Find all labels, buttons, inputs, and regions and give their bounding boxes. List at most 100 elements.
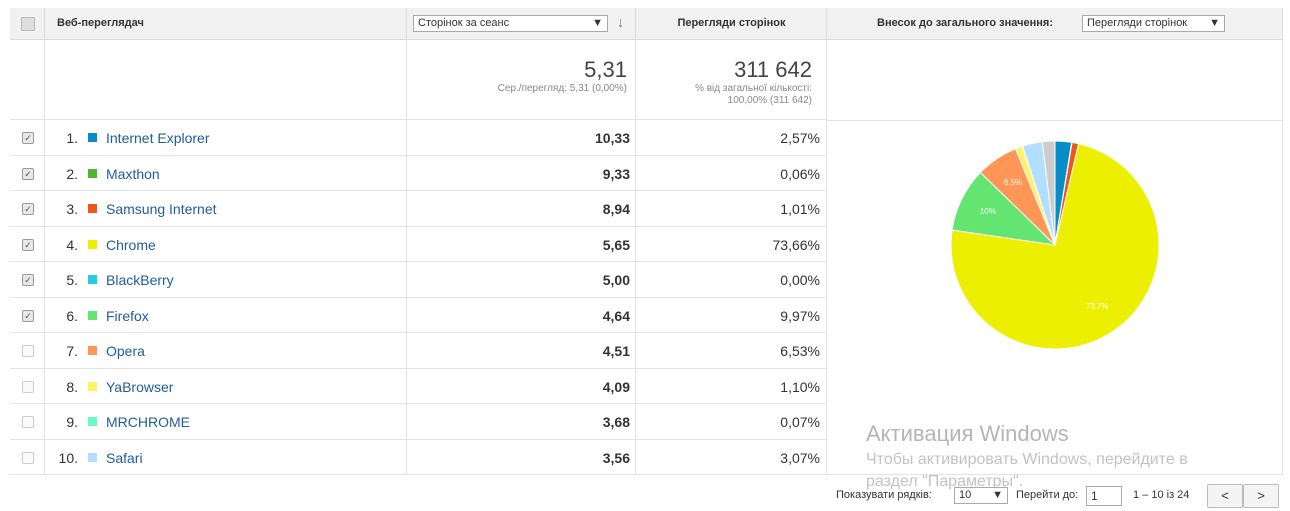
table-cell [407, 155, 636, 191]
browser-link[interactable]: Firefox [106, 307, 149, 324]
pageview-share: 6,53% [780, 343, 820, 359]
slice-label: 6,5% [1004, 178, 1022, 187]
browser-link[interactable]: MRCHROME [106, 414, 190, 430]
pages-per-session: 4,51 [602, 343, 630, 359]
pages-per-session: 10,33 [594, 130, 630, 146]
row-checkbox[interactable] [22, 416, 34, 428]
slice-label: 73,7% [1086, 302, 1109, 311]
table-cell [45, 262, 407, 298]
table-cell [407, 368, 636, 404]
color-swatch [88, 204, 97, 213]
table-cell [407, 226, 636, 262]
rows-dropdown[interactable]: 10 ▼ [954, 487, 1008, 504]
browser-link[interactable]: Maxthon [106, 165, 160, 182]
table-cell [407, 404, 636, 440]
row-checkbox[interactable] [22, 345, 34, 357]
browser-link[interactable]: Safari [106, 449, 143, 466]
row-checkbox[interactable]: ✓ [22, 203, 34, 215]
pages-per-session: 5,65 [602, 236, 630, 253]
row-rank: 6. [66, 307, 78, 324]
row-checkbox[interactable] [22, 451, 34, 464]
header-pageviews: Перегляди сторінок [636, 8, 827, 40]
table-cell [407, 439, 636, 475]
table-cell [45, 120, 407, 156]
row-checkbox[interactable] [22, 380, 34, 393]
pages-per-session: 8,94 [602, 201, 630, 217]
contribution-dropdown[interactable]: Перегляди сторінок ▼ [1082, 15, 1225, 32]
row-rank: 4. [66, 236, 78, 253]
browser-link[interactable]: Opera [106, 343, 145, 359]
table-cell [10, 333, 45, 369]
table-cell [407, 120, 636, 156]
dropdown-arrow: ▼ [992, 489, 1003, 501]
header-contribution: Внесок до загального значення: Перегляди… [827, 8, 1283, 40]
dropdown-text: Перегляди сторінок [1087, 17, 1188, 29]
browser-link[interactable]: YaBrowser [106, 378, 174, 395]
table-cell [636, 155, 827, 191]
row-rank: 9. [66, 414, 78, 430]
rows-label: Показувати рядків: [836, 489, 932, 501]
color-swatch [88, 452, 97, 462]
slice-label: 10% [980, 207, 996, 216]
goto-label: Перейти до: [1016, 489, 1079, 501]
color-swatch [88, 133, 97, 142]
table-cell [45, 191, 407, 227]
header-browser: Веб-переглядач [45, 8, 407, 40]
next-page-button[interactable]: > [1243, 484, 1279, 508]
browser-link[interactable]: Internet Explorer [106, 130, 210, 146]
header-text[interactable]: Перегляди сторінок [677, 17, 786, 29]
table-cell [636, 404, 827, 440]
summary-cell: 5,31 Сер./перегляд: 5,31 (0,00%) [407, 40, 636, 120]
row-rank: 8. [66, 378, 78, 395]
row-rank: 2. [66, 165, 78, 182]
table-cell [10, 404, 45, 440]
pages-per-session: 5,00 [602, 272, 630, 288]
prev-page-button[interactable]: < [1207, 484, 1243, 508]
table-cell [636, 191, 827, 227]
divider [827, 120, 1283, 121]
summary-cell: 311 642 % від загальної кількості: 100,0… [636, 40, 827, 120]
table-cell [45, 297, 407, 333]
table-cell [407, 191, 636, 227]
pageview-share: 1,10% [780, 378, 820, 395]
table-cell [636, 226, 827, 262]
pageview-share: 0,07% [780, 414, 820, 430]
row-checkbox[interactable]: ✓ [22, 238, 34, 251]
dropdown-arrow: ▼ [1209, 17, 1220, 29]
browser-link[interactable]: Samsung Internet [106, 201, 217, 217]
table-cell [45, 404, 407, 440]
header-text: Внесок до загального значення: [877, 17, 1054, 29]
select-all-checkbox[interactable] [21, 17, 35, 31]
row-rank: 7. [66, 343, 78, 359]
row-checkbox[interactable]: ✓ [22, 309, 34, 322]
row-checkbox[interactable]: ✓ [22, 167, 34, 180]
table-cell [10, 191, 45, 227]
color-swatch [88, 275, 97, 284]
table-cell [407, 262, 636, 298]
header-metric: Сторінок за сеанс ▼ ↓ [407, 8, 636, 40]
color-swatch [88, 346, 97, 355]
summary-note: % від загальної кількості: 100,00% (311 … [695, 83, 812, 106]
color-swatch [88, 168, 97, 178]
pages-per-session: 9,33 [602, 165, 630, 182]
row-checkbox[interactable]: ✓ [22, 132, 34, 144]
metric-dropdown[interactable]: Сторінок за сеанс ▼ [413, 15, 608, 32]
table-cell [10, 439, 45, 475]
summary-cell [45, 40, 407, 120]
browser-link[interactable]: Chrome [106, 236, 156, 253]
pie-slice [1041, 140, 1056, 246]
table-cell [10, 297, 45, 333]
table-cell [636, 333, 827, 369]
summary-cell [10, 40, 45, 120]
pageview-share: 73,66% [772, 236, 820, 253]
header-text[interactable]: Веб-переглядач [57, 17, 144, 29]
table-cell [636, 439, 827, 475]
table-cell [407, 297, 636, 333]
color-swatch [88, 417, 97, 426]
row-checkbox[interactable]: ✓ [22, 274, 34, 286]
summary-note: Сер./перегляд: 5,31 (0,00%) [497, 83, 627, 94]
sort-arrow[interactable]: ↓ [617, 14, 624, 30]
goto-input[interactable]: 1 [1086, 486, 1122, 506]
pages-per-session: 4,64 [602, 307, 630, 324]
browser-link[interactable]: BlackBerry [106, 272, 174, 288]
